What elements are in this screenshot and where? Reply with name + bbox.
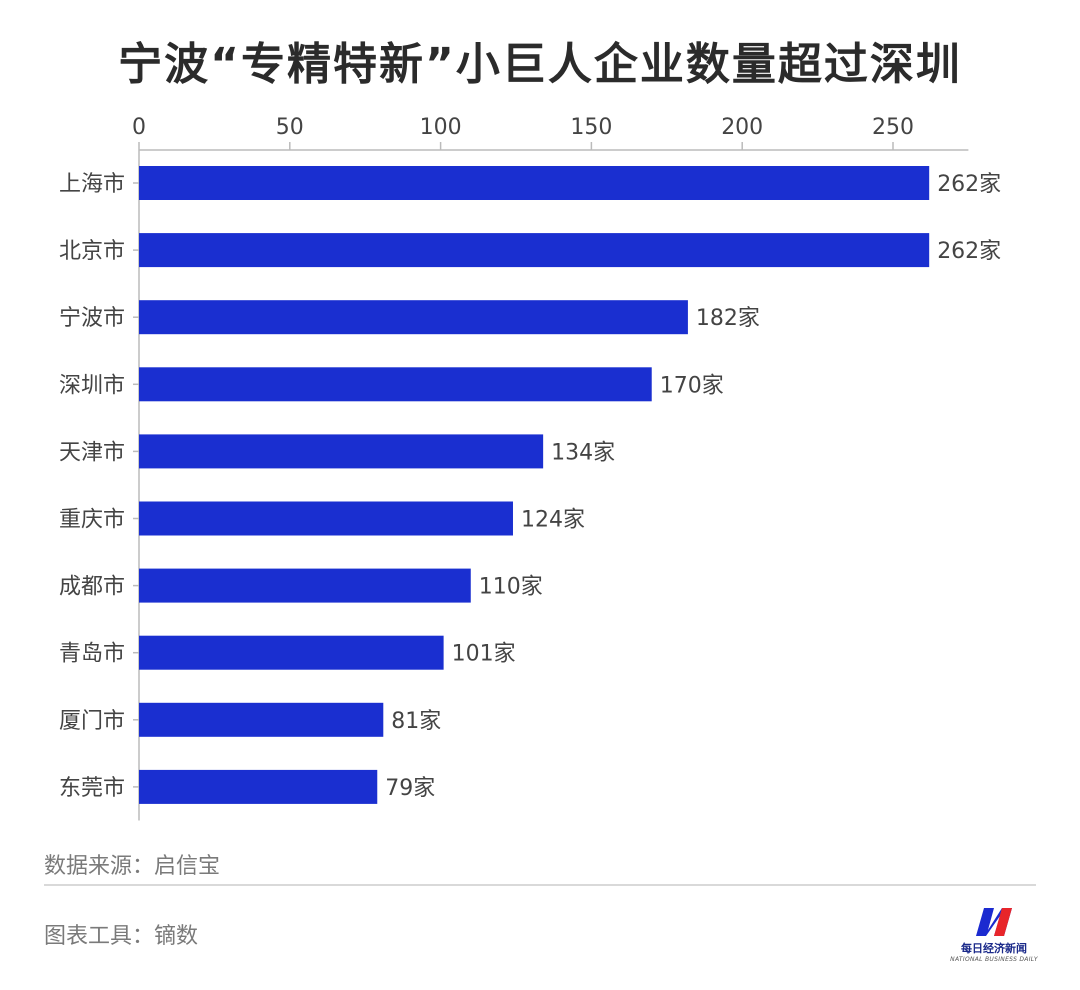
bar	[139, 434, 544, 469]
bar	[139, 635, 444, 670]
value-label: 134家	[551, 440, 615, 465]
nbd-logo: 每日经济新闻 NATIONAL BUSINESS DAILY	[944, 902, 1044, 974]
logo-name-en: NATIONAL BUSINESS DAILY	[950, 956, 1038, 963]
x-tick-label: 0	[132, 115, 146, 140]
category-label: 成都市	[59, 575, 125, 600]
bar	[139, 769, 378, 804]
bar	[139, 166, 930, 200]
value-label: 110家	[479, 575, 543, 600]
bar	[139, 233, 930, 268]
category-label: 宁波市	[59, 306, 125, 331]
value-label: 81家	[391, 709, 441, 734]
category-label: 厦门市	[59, 709, 125, 734]
bar	[139, 568, 471, 603]
value-label: 262家	[937, 172, 1001, 197]
x-tick-label: 200	[721, 115, 763, 140]
x-tick-label: 100	[420, 115, 462, 140]
value-label: 79家	[385, 776, 435, 801]
logo-name-cn: 每日经济新闻	[961, 942, 1027, 955]
nbd-logo-icon	[976, 908, 1012, 936]
category-label: 重庆市	[59, 508, 125, 533]
category-label: 深圳市	[59, 373, 125, 398]
value-label: 101家	[452, 642, 516, 667]
category-label: 上海市	[59, 172, 125, 197]
category-label: 北京市	[59, 239, 125, 264]
bar	[139, 367, 652, 402]
x-tick-label: 150	[570, 115, 612, 140]
value-label: 182家	[696, 306, 760, 331]
data-source-note: 数据来源：启信宝	[44, 854, 221, 879]
bar	[139, 300, 688, 335]
x-tick-label: 50	[276, 115, 304, 140]
category-label: 青岛市	[59, 642, 125, 667]
bar	[139, 702, 384, 737]
category-label: 东莞市	[59, 776, 125, 801]
value-label: 262家	[937, 239, 1001, 264]
chart-title: 宁波“专精特新”小巨人企业数量超过深圳	[118, 39, 962, 90]
category-label: 天津市	[59, 440, 125, 465]
chart-tool-note: 图表工具：镝数	[44, 924, 199, 949]
footer-divider	[44, 884, 1036, 886]
bar	[139, 501, 513, 536]
value-label: 170家	[660, 373, 724, 398]
value-label: 124家	[521, 508, 585, 533]
x-tick-label: 250	[872, 115, 914, 140]
